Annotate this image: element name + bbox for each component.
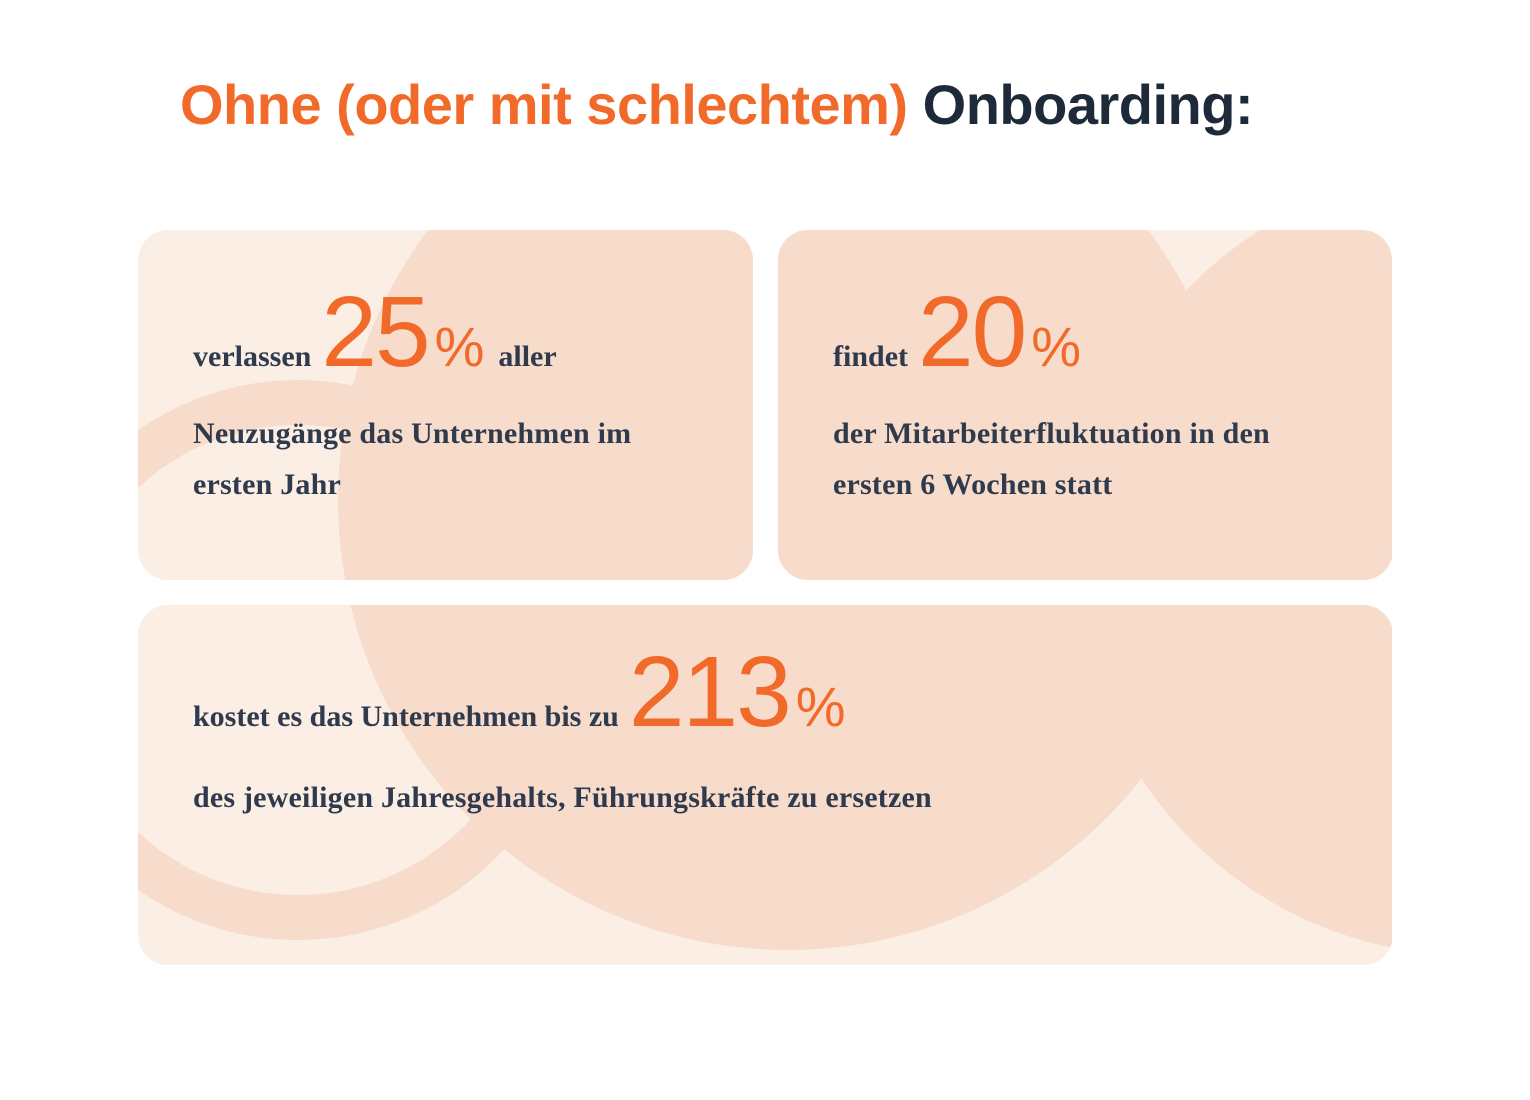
card-content: kostet es das Unternehmen bis zu 213% de… <box>138 605 1392 873</box>
stat-percent: % <box>1031 315 1081 378</box>
stat-number: 20 <box>918 276 1025 388</box>
stat-prefix: findet <box>833 340 908 373</box>
stat-card-turnover-6-weeks: findet 20% der Mitarbeiterfluktuation in… <box>778 230 1392 580</box>
stat-card-replacement-cost: kostet es das Unternehmen bis zu 213% de… <box>138 605 1392 965</box>
headline-rest: Onboarding: <box>923 73 1253 136</box>
stat-line-1: findet 20% <box>833 275 1338 390</box>
stat-body: des jeweiligen Jahresgehalts, Führungskr… <box>193 772 1338 823</box>
card-content: verlassen 25% aller Neuzugänge das Unter… <box>138 230 753 560</box>
stat-number: 25 <box>321 276 428 388</box>
stat-line-1: kostet es das Unternehmen bis zu 213% <box>193 635 1338 750</box>
cards-container: verlassen 25% aller Neuzugänge das Unter… <box>138 230 1392 970</box>
stat-card-leave-first-year: verlassen 25% aller Neuzugänge das Unter… <box>138 230 753 580</box>
headline: Ohne (oder mit schlechtem) Onboarding: <box>180 72 1253 137</box>
stat-number: 213 <box>629 636 790 748</box>
stat-prefix: verlassen <box>193 340 311 373</box>
stat-line-1: verlassen 25% aller <box>193 275 698 390</box>
stat-body: Neuzugänge das Unternehmen im ersten Jah… <box>193 408 673 510</box>
stat-prefix: kostet es das Unternehmen bis zu <box>193 700 619 733</box>
card-content: findet 20% der Mitarbeiterfluktuation in… <box>778 230 1392 560</box>
stat-suffix: aller <box>498 340 556 373</box>
stat-body: der Mitarbeiterfluktuation in den ersten… <box>833 408 1303 510</box>
stat-percent: % <box>435 315 485 378</box>
infographic-canvas: Ohne (oder mit schlechtem) Onboarding: v… <box>0 0 1530 1100</box>
headline-highlight: Ohne (oder mit schlechtem) <box>180 73 923 136</box>
stat-percent: % <box>796 675 846 738</box>
